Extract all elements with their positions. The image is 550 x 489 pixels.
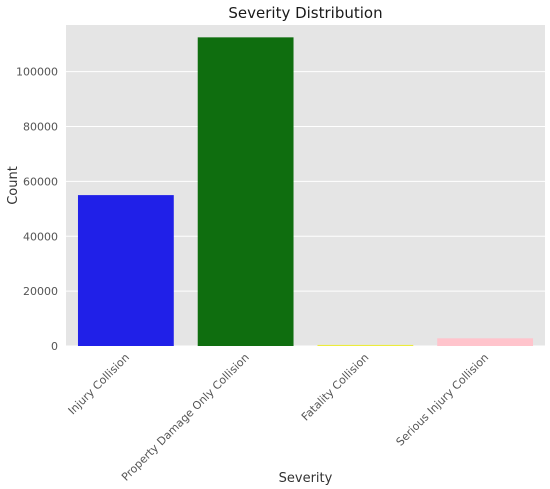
x-tick-label: Fatality Collision (299, 351, 372, 424)
bar (437, 338, 534, 346)
y-tick-label: 40000 (23, 230, 58, 243)
x-axis-label: Severity (279, 471, 333, 486)
y-tick-label: 20000 (23, 285, 58, 298)
bars (77, 37, 534, 346)
x-tick-label: Property Damage Only Collision (119, 351, 252, 484)
y-tick-label: 80000 (23, 121, 58, 134)
y-tick-label: 100000 (16, 66, 58, 79)
bar (197, 37, 294, 346)
y-axis-label: Count (6, 166, 21, 205)
y-tick-label: 60000 (23, 175, 58, 188)
y-tick-label: 0 (51, 340, 58, 353)
x-tick-label: Serious Injury Collision (394, 351, 492, 449)
bar (77, 195, 174, 346)
chart-title: Severity Distribution (228, 4, 382, 22)
bar (317, 344, 414, 346)
y-tick-labels: 0 20000 40000 60000 80000 100000 (16, 66, 58, 353)
x-tick-label: Injury Collision (66, 351, 132, 417)
